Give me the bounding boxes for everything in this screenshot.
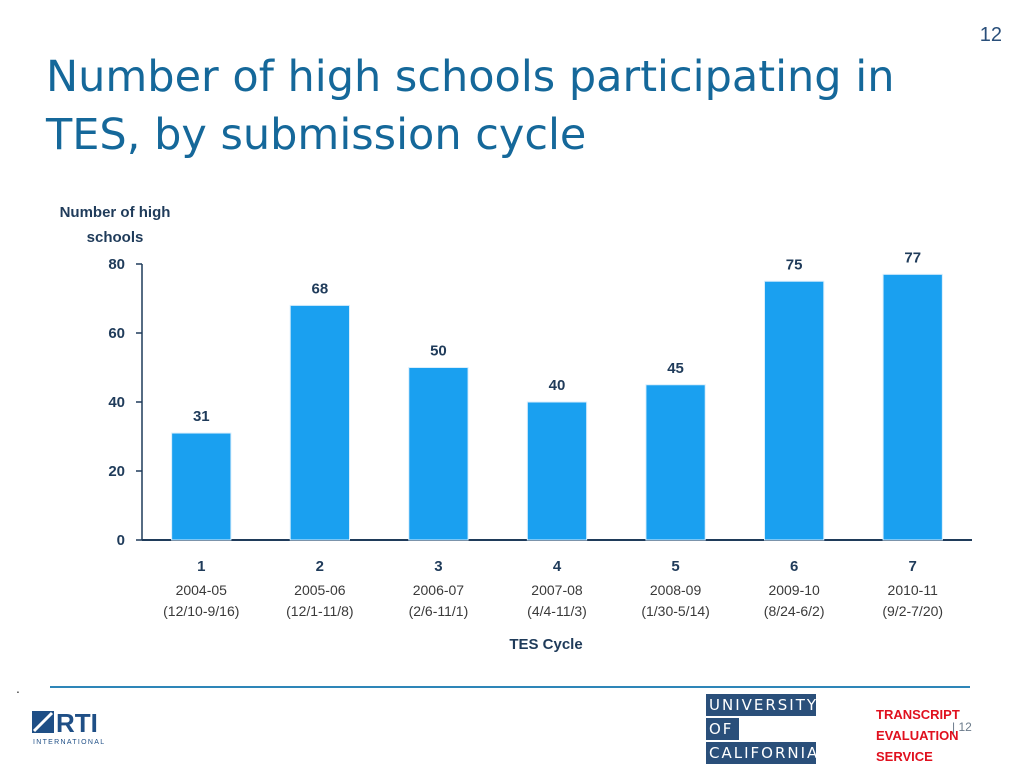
x-tick-label: 6 bbox=[790, 558, 798, 575]
x-tick-label: 3 bbox=[434, 558, 442, 575]
x-tick-label: 4 bbox=[553, 558, 562, 575]
data-label: 31 bbox=[193, 408, 210, 425]
rti-logo-slash bbox=[32, 711, 54, 733]
x-tick-year: 2007-08 bbox=[531, 582, 583, 598]
x-tick-year: 2009-10 bbox=[768, 582, 820, 598]
y-tick-label: 80 bbox=[108, 256, 125, 273]
rti-logo-subtext: INTERNATIONAL bbox=[33, 739, 105, 746]
chart: Number of high schools 0 20 40 60 80 31 68 50 40… bbox=[0, 190, 1024, 670]
bar bbox=[882, 273, 943, 541]
bar bbox=[764, 280, 825, 541]
tes-logo-line-1: TRANSCRIPT bbox=[876, 707, 960, 722]
data-label: 68 bbox=[312, 280, 329, 297]
uc-logo-line-3: CALIFORNIA bbox=[706, 742, 817, 764]
data-label: 75 bbox=[786, 256, 803, 273]
y-tick-label: 60 bbox=[108, 325, 125, 342]
y-axis-title-line: Number of high bbox=[60, 204, 171, 221]
tes-logo-line-3: SERVICE bbox=[876, 749, 933, 764]
x-tick-label: 7 bbox=[909, 558, 917, 575]
data-label: 77 bbox=[904, 249, 921, 266]
uc-logo-line-1: UNIVERSITY bbox=[706, 694, 816, 716]
uc-logo: UNIVERSITY OF CALIFORNIA bbox=[706, 694, 817, 766]
tes-logo: TRANSCRIPT EVALUATION SERVICE bbox=[876, 704, 960, 767]
footer-dot: . bbox=[16, 680, 20, 696]
footer-divider bbox=[50, 686, 970, 688]
bar bbox=[408, 367, 469, 541]
y-ticks: 0 20 40 60 80 bbox=[108, 256, 142, 549]
bar bbox=[526, 401, 588, 541]
bars bbox=[171, 273, 943, 541]
x-tick-dates: (8/24-6/2) bbox=[764, 603, 825, 619]
y-tick-label: 0 bbox=[117, 532, 125, 549]
y-tick-label: 20 bbox=[108, 463, 125, 480]
x-tick-label: 2 bbox=[316, 558, 324, 575]
y-tick-label: 40 bbox=[108, 394, 125, 411]
x-tick-year: 2006-07 bbox=[413, 582, 465, 598]
bar bbox=[289, 304, 351, 541]
data-label: 45 bbox=[667, 360, 684, 377]
tes-logo-line-2: EVALUATION bbox=[876, 728, 959, 743]
data-label: 40 bbox=[549, 377, 566, 394]
x-tick-dates: (9/2-7/20) bbox=[882, 603, 943, 619]
x-tick-dates: (2/6-11/1) bbox=[409, 603, 469, 619]
x-tick-dates: (12/10-9/16) bbox=[163, 603, 239, 619]
x-tick-dates: (12/1-11/8) bbox=[286, 603, 353, 619]
x-tick-label: 5 bbox=[671, 558, 679, 575]
x-tick-dates: (1/30-5/14) bbox=[641, 603, 709, 619]
x-tick-year: 2010-11 bbox=[888, 582, 939, 598]
x-tick-label: 1 bbox=[197, 558, 205, 575]
rti-logo: RTI INTERNATIONAL bbox=[32, 708, 105, 746]
x-axis-title: TES Cycle bbox=[509, 636, 582, 653]
footer-page-number: | 12 bbox=[952, 720, 972, 734]
y-axis-title: Number of high schools bbox=[60, 204, 171, 246]
x-tick-year: 2005-06 bbox=[294, 582, 346, 598]
bar bbox=[171, 432, 232, 541]
x-ticks: 1 2004-05 (12/10-9/16) 2 2005-06 (12/1-11/8) 3… bbox=[163, 558, 943, 619]
rti-logo-text: RTI bbox=[56, 708, 98, 738]
y-axis-title-line: schools bbox=[87, 229, 144, 246]
x-tick-dates: (4/4-11/3) bbox=[527, 603, 587, 619]
data-labels: 31 68 50 40 45 75 77 bbox=[193, 249, 921, 425]
bar bbox=[645, 384, 706, 541]
data-label: 50 bbox=[430, 343, 447, 360]
x-tick-year: 2004-05 bbox=[176, 582, 228, 598]
slide-title: Number of high schools participating in … bbox=[46, 52, 895, 160]
x-tick-year: 2008-09 bbox=[650, 582, 702, 598]
uc-logo-line-2: OF bbox=[706, 718, 739, 740]
slide-number: 12 bbox=[979, 24, 1002, 46]
